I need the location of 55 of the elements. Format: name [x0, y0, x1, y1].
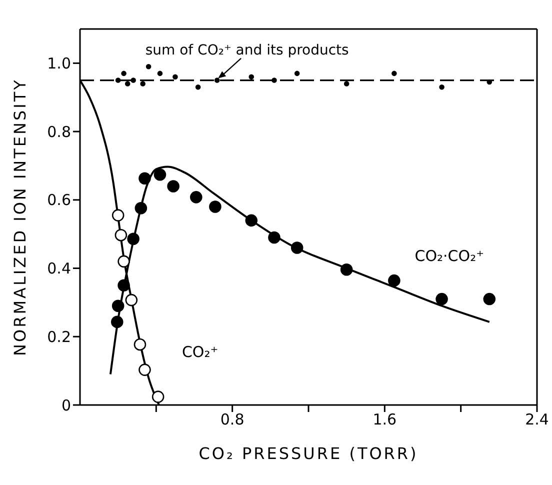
x-tick-label: 1.6	[372, 410, 397, 429]
point	[392, 70, 397, 76]
point	[138, 364, 151, 376]
point	[130, 78, 136, 83]
series-label: CO₂·CO₂⁺	[414, 247, 484, 266]
y-tick-label: 0	[61, 396, 71, 414]
point	[157, 70, 163, 76]
point	[118, 255, 130, 268]
point	[134, 202, 148, 214]
point	[190, 191, 202, 204]
point	[248, 74, 254, 80]
point	[138, 172, 151, 185]
point	[344, 81, 350, 86]
point	[214, 78, 220, 83]
y-tick-label: 0.2	[47, 328, 71, 346]
x-tick-label: 0.8	[220, 410, 244, 429]
point	[290, 242, 304, 254]
y-tick-label: 0.8	[47, 122, 71, 141]
point	[268, 231, 280, 244]
point	[388, 274, 400, 287]
x-tick-label: 2.4	[525, 410, 549, 429]
point	[167, 180, 180, 192]
point	[140, 81, 146, 86]
point	[483, 292, 496, 306]
point	[115, 78, 121, 83]
point	[294, 70, 300, 76]
point	[195, 84, 201, 90]
point	[134, 338, 146, 351]
point	[114, 228, 128, 242]
point	[209, 200, 222, 213]
y-axis-title: NORMALIZED ION INTENSITY	[10, 78, 30, 356]
point	[127, 232, 140, 246]
point	[121, 70, 126, 76]
point	[112, 300, 124, 312]
point	[439, 84, 444, 90]
point	[154, 168, 166, 181]
point	[125, 294, 138, 306]
point	[245, 214, 258, 227]
y-tick-label: 1.0	[47, 54, 71, 73]
y-tick-label: 0.6	[47, 191, 71, 210]
point	[172, 74, 178, 80]
y-tick-label: 0.4	[47, 260, 71, 278]
point	[110, 316, 124, 328]
text: CO₂⁺	[182, 342, 218, 361]
point	[146, 64, 152, 70]
point	[152, 390, 164, 403]
point	[486, 79, 492, 85]
point	[112, 209, 124, 222]
point	[118, 279, 130, 292]
x-axis-title: CO₂ PRESSURE (TORR)	[198, 444, 418, 463]
point	[340, 263, 353, 276]
annotation: sum of CO₂⁺ and its products	[145, 42, 349, 58]
point	[436, 292, 448, 306]
point	[124, 81, 130, 86]
point	[272, 78, 277, 83]
